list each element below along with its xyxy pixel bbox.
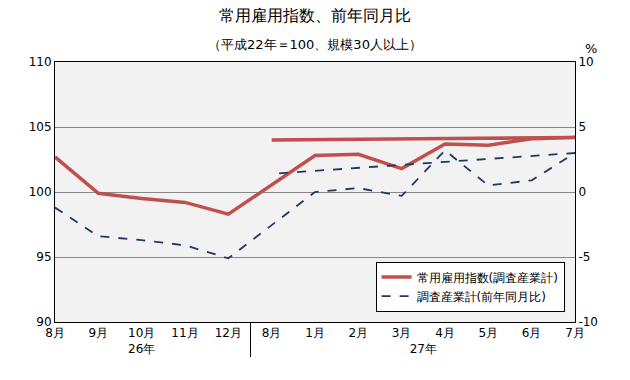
svg-text:3月: 3月 (392, 326, 412, 340)
svg-text:12月: 12月 (215, 326, 242, 340)
svg-text:110: 110 (29, 55, 52, 69)
svg-text:調査産業計(前年同月比): 調査産業計(前年同月比) (417, 290, 546, 304)
svg-text:4月: 4月 (435, 326, 455, 340)
svg-text:常用雇用指数(調査産業計): 常用雇用指数(調査産業計) (417, 271, 558, 285)
svg-text:90: 90 (36, 315, 51, 329)
svg-text:26年: 26年 (128, 342, 155, 356)
svg-text:100: 100 (29, 185, 52, 199)
svg-text:2月: 2月 (349, 326, 369, 340)
svg-text:11月: 11月 (171, 326, 198, 340)
svg-text:5: 5 (578, 120, 586, 134)
svg-text:-10: -10 (578, 315, 598, 329)
svg-text:8月: 8月 (262, 326, 282, 340)
svg-text:105: 105 (29, 120, 52, 134)
svg-text:-5: -5 (578, 250, 590, 264)
svg-text:8月: 8月 (45, 326, 65, 340)
svg-text:10月: 10月 (128, 326, 155, 340)
svg-text:%: % (585, 41, 597, 56)
svg-text:常用雇用指数、前年同月比: 常用雇用指数、前年同月比 (219, 6, 411, 25)
svg-text:6月: 6月 (522, 326, 542, 340)
svg-text:9月: 9月 (89, 326, 109, 340)
svg-text:7月: 7月 (565, 326, 585, 340)
svg-text:0: 0 (578, 185, 586, 199)
svg-text:27年: 27年 (410, 342, 437, 356)
svg-text:95: 95 (36, 250, 51, 264)
svg-text:1月: 1月 (305, 326, 325, 340)
svg-text:5月: 5月 (479, 326, 499, 340)
svg-text:（平成22年＝100、規模30人以上）: （平成22年＝100、規模30人以上） (208, 37, 422, 52)
svg-text:10: 10 (578, 55, 593, 69)
